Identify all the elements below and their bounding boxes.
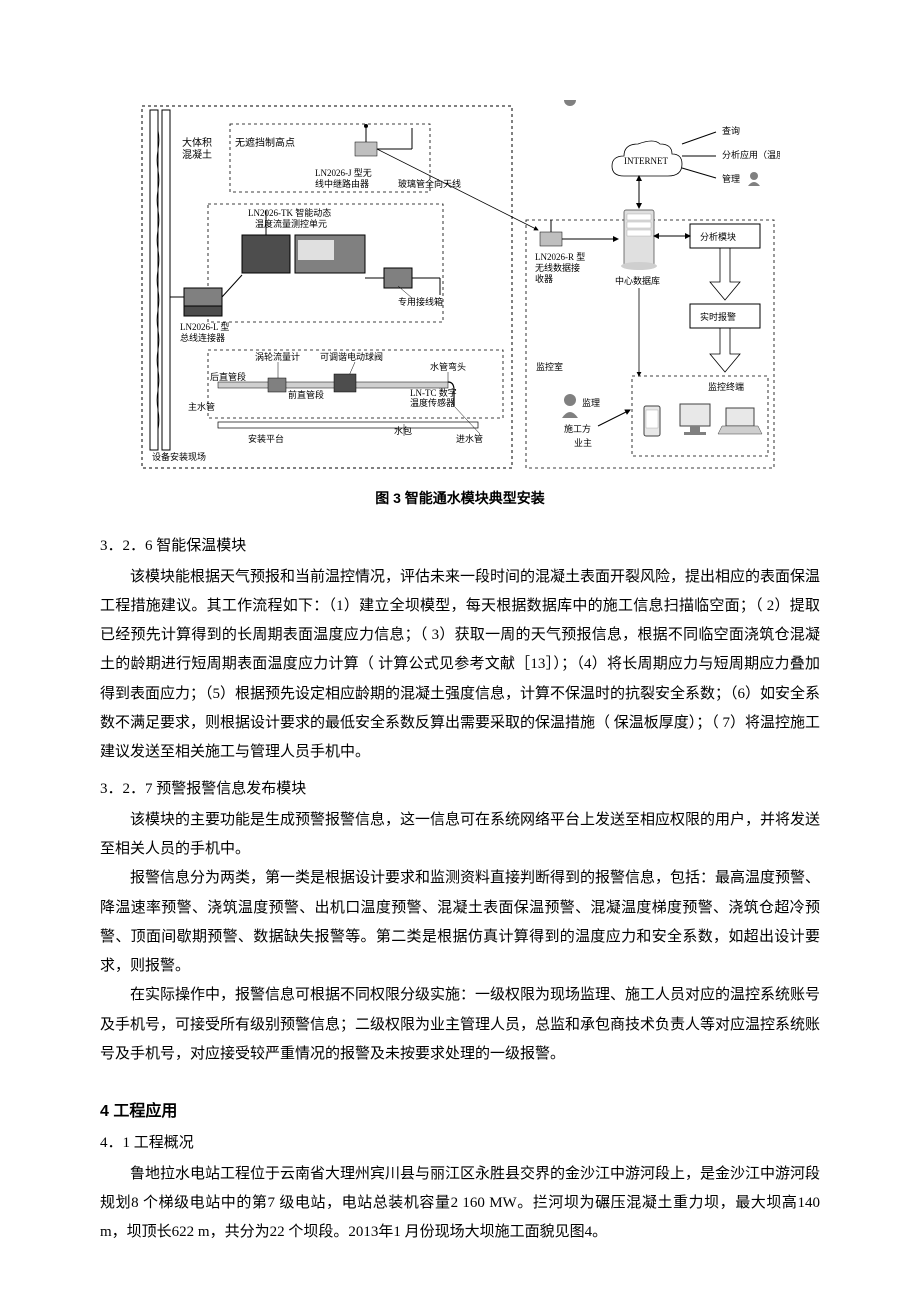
svg-text:无线数据接: 无线数据接 [535, 262, 580, 273]
figure-3: 大体积 混凝土 无遮挡制高点 LN2026-J 型无 线中继路由器 玻璃管全向天… [140, 100, 780, 508]
heading-4: 4 工程应用 [100, 1097, 820, 1121]
svg-text:LN2026-TK 智能动态: LN2026-TK 智能动态 [248, 207, 331, 218]
svg-text:线中继路由器: 线中继路由器 [315, 178, 369, 189]
svg-text:安装平台: 安装平台 [248, 433, 284, 444]
svg-text:设备安装现场: 设备安装现场 [152, 451, 206, 462]
svg-text:监理: 监理 [582, 397, 600, 408]
svg-text:LN2026-L 型: LN2026-L 型 [180, 322, 229, 332]
svg-text:水管弯头: 水管弯头 [430, 361, 466, 372]
svg-text:混凝土: 混凝土 [182, 148, 212, 161]
svg-text:监控室: 监控室 [536, 361, 563, 372]
figure-3-diagram: 大体积 混凝土 无遮挡制高点 LN2026-J 型无 线中继路由器 玻璃管全向天… [140, 100, 780, 480]
svg-text:分析模块: 分析模块 [700, 231, 736, 242]
svg-text:涡轮流量计: 涡轮流量计 [255, 351, 300, 362]
svg-text:业主: 业主 [574, 437, 592, 448]
svg-text:实时报警: 实时报警 [700, 311, 736, 322]
figure-3-caption: 图 3 智能通水模块典型安装 [140, 488, 780, 508]
svg-text:监控终端: 监控终端 [708, 381, 744, 392]
svg-text:后直管段: 后直管段 [210, 371, 246, 382]
svg-text:进水管: 进水管 [456, 433, 483, 444]
para-3-2-7-2: 报警信息分为两类，第一类是根据设计要求和监测资料直接判断得到的报警信息，包括：最… [100, 864, 820, 981]
para-3-2-6-1: 该模块能根据天气预报和当前温控情况，评估未来一段时间的混凝土表面开裂风险，提出相… [100, 563, 820, 768]
svg-text:管理: 管理 [722, 173, 740, 184]
para-4-1-1: 鲁地拉水电站工程位于云南省大理州宾川县与丽江区永胜县交界的金沙江中游河段上，是金… [100, 1160, 820, 1248]
heading-4-1: 4．1 工程概况 [100, 1129, 820, 1158]
svg-text:分析应用（温度仿真）: 分析应用（温度仿真） [722, 149, 780, 160]
svg-text:INTERNET: INTERNET [624, 156, 668, 166]
svg-text:大体积: 大体积 [182, 136, 212, 149]
svg-text:LN2026-R 型: LN2026-R 型 [535, 252, 585, 262]
heading-3-2-6: 3．2．6 智能保温模块 [100, 532, 820, 561]
svg-text:中心数据库: 中心数据库 [615, 275, 660, 286]
heading-3-2-7: 3．2．7 预警报警信息发布模块 [100, 775, 820, 804]
para-3-2-7-3: 在实际操作中，报警信息可根据不同权限分级实施：一级权限为现场监理、施工人员对应的… [100, 981, 820, 1069]
svg-text:LN2026-J 型无: LN2026-J 型无 [315, 168, 372, 178]
svg-text:温度传感器: 温度传感器 [410, 397, 455, 408]
svg-text:主水管: 主水管 [188, 401, 215, 412]
svg-text:施工方: 施工方 [564, 423, 591, 434]
svg-text:LN-TC 数字: LN-TC 数字 [410, 387, 457, 398]
svg-text:无遮挡制高点: 无遮挡制高点 [235, 136, 295, 149]
svg-text:专用接线箱: 专用接线箱 [398, 296, 443, 307]
para-3-2-7-1: 该模块的主要功能是生成预警报警信息，这一信息可在系统网络平台上发送至相应权限的用… [100, 806, 820, 865]
svg-text:可调谐电动球阀: 可调谐电动球阀 [320, 351, 383, 362]
svg-text:总线连接器: 总线连接器 [180, 332, 225, 343]
svg-text:查询: 查询 [722, 125, 740, 136]
svg-text:玻璃管全向天线: 玻璃管全向天线 [398, 178, 461, 189]
svg-text:收器: 收器 [535, 273, 553, 284]
svg-text:前直管段: 前直管段 [288, 389, 324, 400]
svg-text:水包: 水包 [394, 425, 412, 436]
